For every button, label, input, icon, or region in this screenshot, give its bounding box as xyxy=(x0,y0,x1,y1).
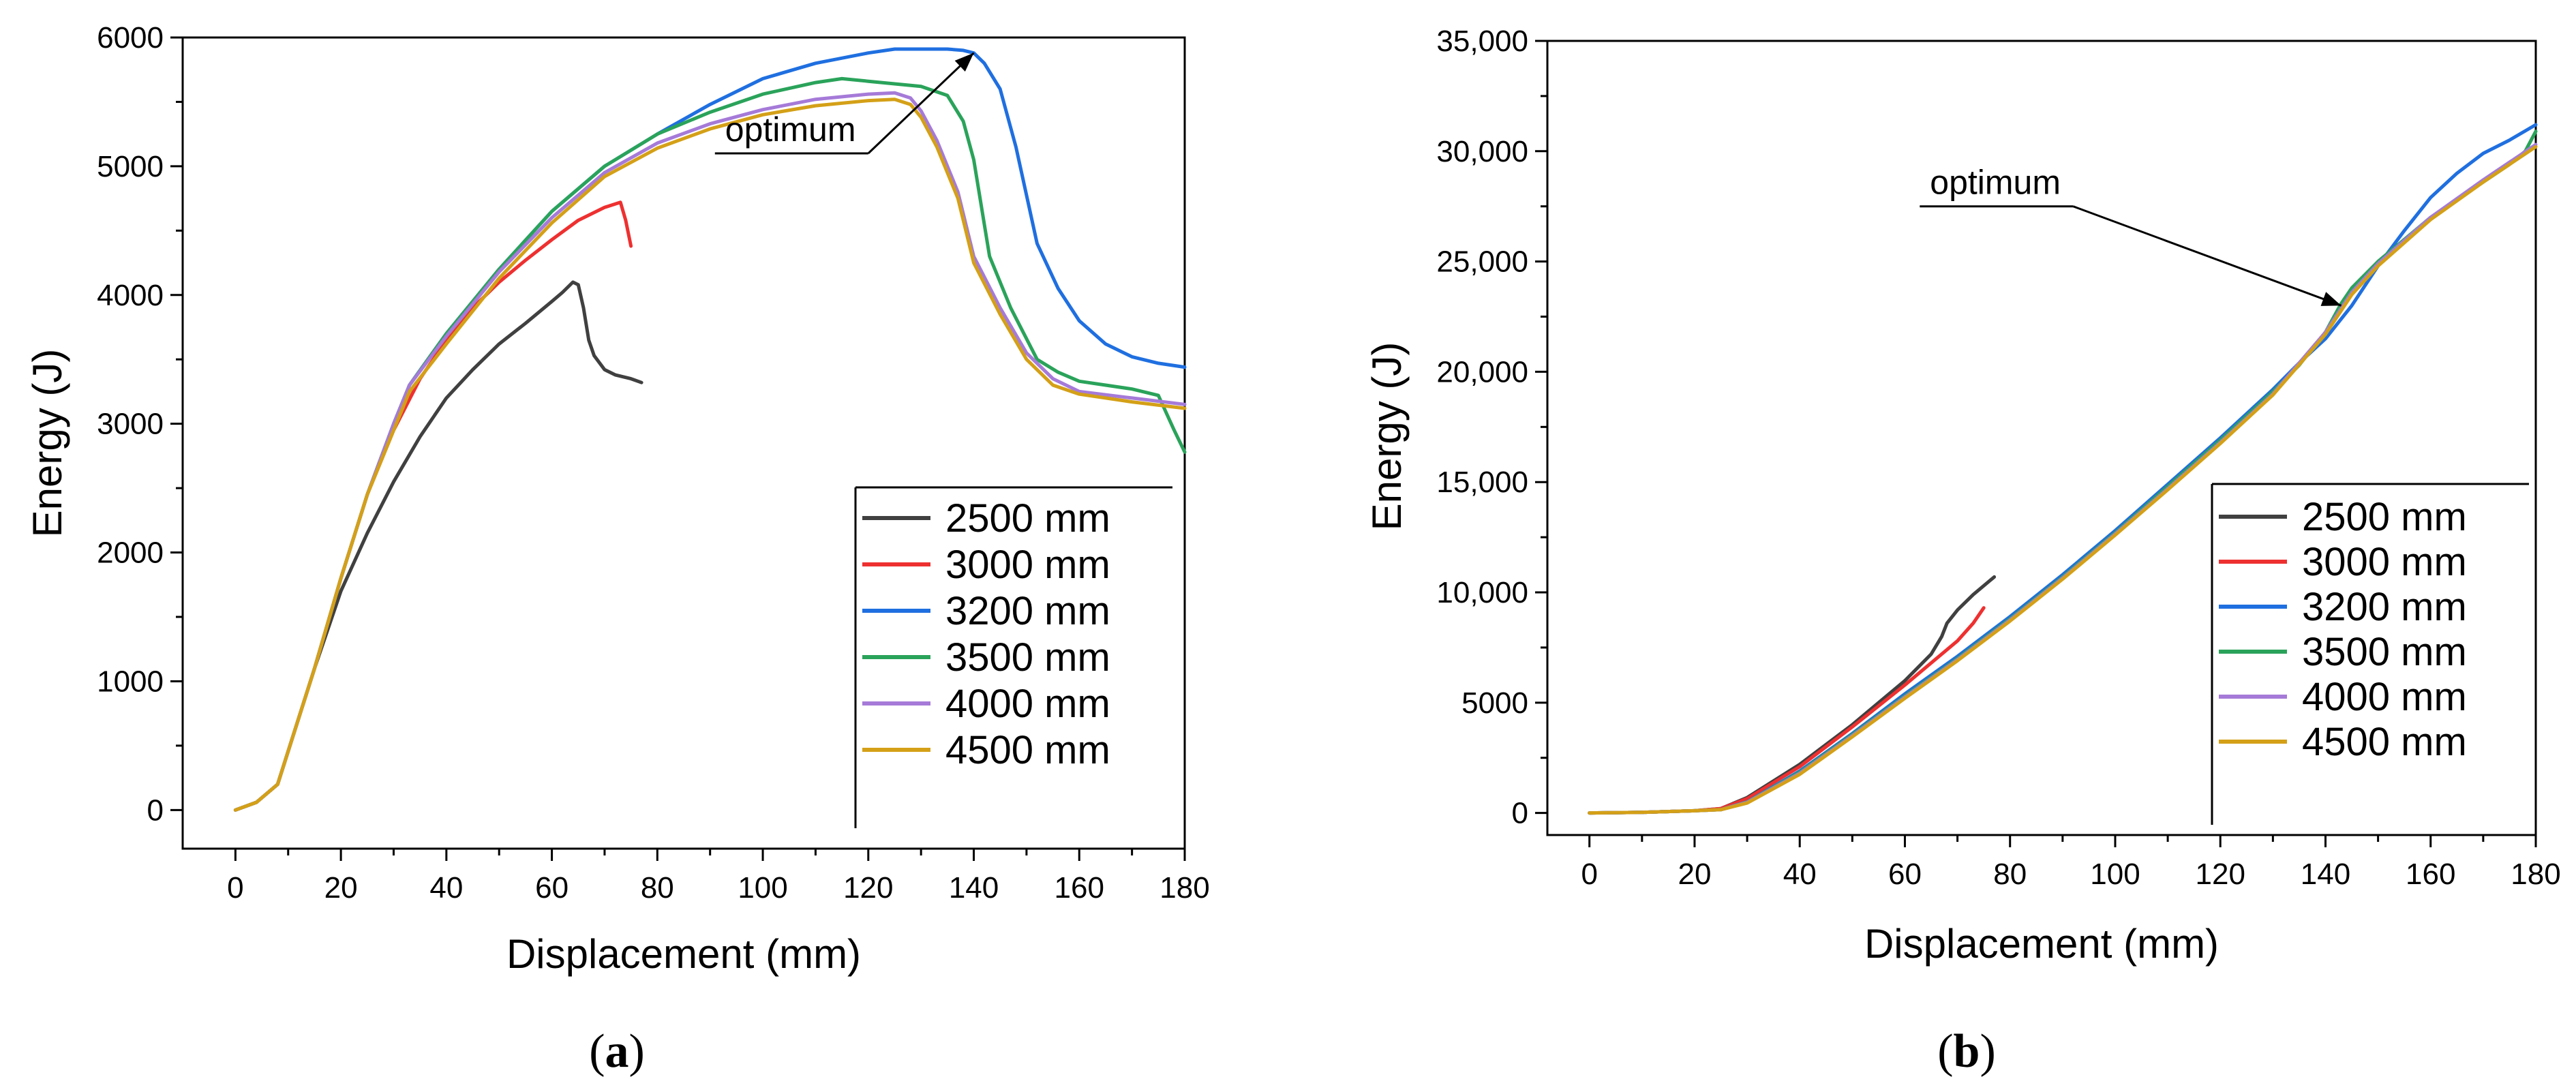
chart-a-legend-label: 3200 mm xyxy=(945,589,1110,633)
chart-a-ytick-label: 1000 xyxy=(97,665,164,698)
chart-b: 0 20 40 60 80 100 120 140 160 180 0 5000 10,000 15,00… xyxy=(1364,25,2561,967)
chart-a-xtick-label: 60 xyxy=(535,871,569,905)
chart-a-xtick-label: 80 xyxy=(641,871,674,905)
chart-a-legend-label: 4000 mm xyxy=(945,682,1110,726)
panel-label-a-open: ( xyxy=(589,1025,605,1078)
panel-label-b-letter: b xyxy=(1954,1025,1980,1078)
chart-b-annotation-text: optimum xyxy=(1930,164,2061,202)
chart-b-xtick-label: 80 xyxy=(1993,858,2027,891)
chart-a-legend-label: 2500 mm xyxy=(945,496,1110,541)
chart-a-xtick-label: 40 xyxy=(429,871,463,905)
chart-b-xtick-label: 100 xyxy=(2090,858,2140,891)
chart-b-legend-label: 4500 mm xyxy=(2302,720,2467,764)
chart-a-xtick-label: 180 xyxy=(1160,871,1209,905)
panel-label-b-close: ) xyxy=(1980,1025,1995,1078)
chart-a-ytick-label: 0 xyxy=(147,793,164,827)
chart-b-xtick-label: 120 xyxy=(2196,858,2245,891)
chart-a-xtick-label: 0 xyxy=(227,871,243,905)
chart-a-ytick-label: 4000 xyxy=(97,279,164,312)
chart-a-annotation-text: optimum xyxy=(725,110,856,149)
chart-a-xtick-label: 20 xyxy=(324,871,358,905)
chart-a-ylabel: Energy (J) xyxy=(25,349,70,538)
chart-a-annotation-arrowhead xyxy=(954,52,974,72)
chart-a-xtick-label: 140 xyxy=(949,871,999,905)
chart-b-xtick-label: 60 xyxy=(1888,858,1922,891)
panel-label-b: (b) xyxy=(1937,1025,1996,1078)
chart-b-legend-label: 3000 mm xyxy=(2302,540,2467,584)
chart-b-ytick-label: 20,000 xyxy=(1436,355,1528,389)
chart-b-ytick-label: 25,000 xyxy=(1436,245,1528,279)
chart-a: 0 20 40 60 80 100 120 140 160 180 0 1000 2000 3000 400… xyxy=(25,21,1210,977)
chart-a-legend-label: 4500 mm xyxy=(945,728,1110,772)
chart-b-xtick-label: 140 xyxy=(2301,858,2350,891)
chart-b-legend-label: 4000 mm xyxy=(2302,675,2467,719)
chart-b-xtick-label: 180 xyxy=(2511,858,2560,891)
chart-b-xtick-label: 160 xyxy=(2406,858,2455,891)
chart-a-ytick-label: 2000 xyxy=(97,536,164,570)
chart-b-legend-label: 3500 mm xyxy=(2302,630,2467,674)
chart-a-ytick-label: 3000 xyxy=(97,408,164,441)
chart-b-ytick-label: 30,000 xyxy=(1436,135,1528,168)
chart-b-xtick-label: 20 xyxy=(1678,858,1711,891)
chart-a-series-3000-mm xyxy=(233,200,633,812)
chart-b-ytick-label: 15,000 xyxy=(1436,466,1528,499)
panel-label-a-letter: a xyxy=(605,1025,629,1078)
chart-b-xtick-label: 40 xyxy=(1783,858,1817,891)
chart-b-legend-label: 2500 mm xyxy=(2302,495,2467,539)
panel-label-a-close: ) xyxy=(629,1025,645,1078)
chart-b-ytick-label: 35,000 xyxy=(1436,25,1528,58)
chart-a-series-4500-mm xyxy=(233,97,1187,812)
chart-a-xtick-label: 160 xyxy=(1055,871,1104,905)
chart-a-plot-frame xyxy=(181,36,1186,850)
chart-b-ylabel: Energy (J) xyxy=(1364,342,1410,531)
chart-a-xlabel: Displacement (mm) xyxy=(506,931,861,977)
chart-b-xtick-label: 0 xyxy=(1581,858,1597,891)
panel-label-a: (a) xyxy=(589,1025,645,1078)
chart-a-series-2500-mm xyxy=(233,280,643,812)
chart-b-annotation-arrow xyxy=(2072,205,2342,307)
chart-b-plot-frame xyxy=(1546,40,2537,836)
chart-b-annotation-arrowhead xyxy=(2320,292,2342,306)
chart-a-annotation: optimum xyxy=(714,52,975,155)
chart-a-xtick-label: 120 xyxy=(843,871,893,905)
chart-b-ytick-label: 0 xyxy=(1512,797,1528,830)
chart-a-xtick-label: 100 xyxy=(738,871,787,905)
chart-b-annotation: optimum xyxy=(1920,164,2342,307)
chart-a-annotation-arrow xyxy=(867,52,975,155)
chart-b-legend-label: 3200 mm xyxy=(2302,585,2467,629)
chart-a-ytick-label: 6000 xyxy=(97,21,164,55)
chart-b-ytick-label: 10,000 xyxy=(1436,576,1528,609)
chart-b-ytick-label: 5000 xyxy=(1461,686,1528,720)
panel-label-b-open: ( xyxy=(1937,1025,1953,1078)
chart-a-legend-label: 3500 mm xyxy=(945,635,1110,680)
chart-a-legend-label: 3000 mm xyxy=(945,543,1110,587)
chart-a-ytick-label: 5000 xyxy=(97,150,164,183)
chart-b-xlabel: Displacement (mm) xyxy=(1864,921,2219,967)
chart-b-series-4500-mm xyxy=(1588,145,2538,815)
